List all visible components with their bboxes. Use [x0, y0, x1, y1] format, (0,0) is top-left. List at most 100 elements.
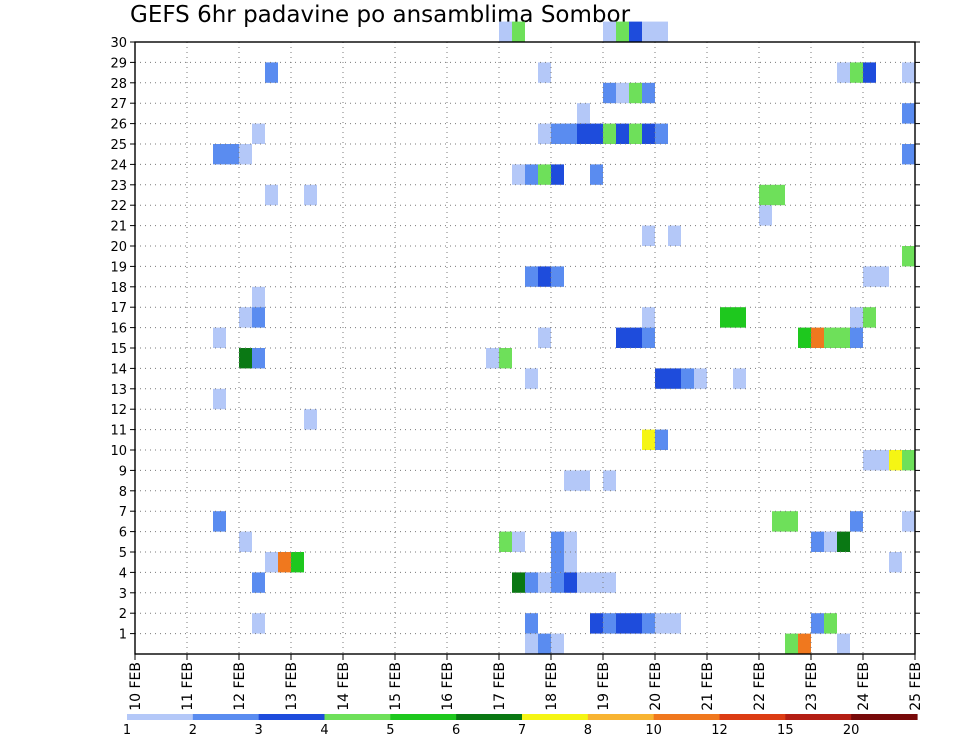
heatmap-cell — [213, 144, 226, 165]
colorbar-label: 6 — [452, 723, 460, 738]
y-tick-label: 15 — [110, 342, 127, 357]
heatmap-cell — [850, 62, 863, 83]
heatmap-cell — [889, 450, 902, 471]
heatmap-cell — [564, 572, 577, 593]
y-tick-label: 27 — [110, 97, 127, 112]
y-tick-label: 13 — [110, 383, 127, 398]
heatmap-cell — [668, 368, 681, 389]
heatmap-cell — [642, 82, 655, 104]
heatmap-cell — [551, 633, 564, 654]
heatmap-cell — [265, 62, 278, 83]
x-tick-label: 20 FEB — [648, 662, 664, 711]
heatmap-cell — [824, 613, 837, 634]
heatmap-cell — [642, 429, 655, 450]
heatmap-cell — [538, 123, 551, 144]
y-tick-label: 30 — [110, 36, 127, 51]
colorbar-label: 20 — [843, 723, 860, 738]
heatmap-cell — [603, 470, 616, 491]
heatmap-cell — [616, 613, 629, 634]
heatmap-cell — [577, 123, 590, 144]
heatmap-cell — [564, 531, 577, 552]
heatmap-cell — [590, 572, 603, 593]
heatmap-cell — [629, 123, 642, 144]
heatmap-cell — [226, 144, 239, 165]
heatmap-cell — [902, 246, 915, 267]
y-tick-label: 25 — [110, 138, 127, 153]
heatmap-cell — [603, 21, 616, 42]
heatmap-cell — [642, 21, 655, 42]
heatmap-cell — [577, 103, 590, 124]
heatmap-cell — [551, 531, 564, 552]
y-tick-label: 11 — [110, 424, 127, 439]
heatmap-cell — [525, 266, 538, 287]
heatmap-cell — [759, 184, 772, 206]
heatmap-cell — [265, 184, 278, 206]
heatmap-cell — [538, 572, 551, 593]
heatmap-cell — [629, 613, 642, 634]
heatmap-cell — [499, 531, 512, 552]
chart-title: GEFS 6hr padavine po ansamblima Sombor — [130, 2, 631, 28]
heatmap-cell — [239, 348, 252, 369]
heatmap-cell — [655, 613, 668, 634]
colorbar-swatch — [587, 714, 655, 720]
heatmap-cell — [850, 327, 863, 348]
heatmap-cell — [642, 123, 655, 144]
heatmap-cell — [863, 307, 876, 328]
heatmap-cell — [772, 511, 785, 532]
heatmap-cell — [850, 307, 863, 328]
heatmap-cell — [252, 348, 265, 369]
heatmap-cell — [291, 552, 304, 573]
heatmap-cell — [824, 531, 837, 552]
x-tick-label: 16 FEB — [440, 662, 456, 711]
heatmap-cell — [694, 368, 707, 389]
colorbar-swatch — [785, 714, 852, 720]
heatmap-cell — [512, 572, 525, 593]
colorbar-label: 7 — [518, 723, 526, 738]
heatmap-cell — [525, 572, 538, 593]
y-tick-label: 2 — [119, 607, 127, 622]
heatmap-cell — [811, 531, 824, 552]
heatmap-cell — [590, 613, 603, 634]
y-tick-label: 8 — [119, 485, 127, 500]
heatmap-cell — [863, 62, 876, 83]
colorbar-label: 3 — [255, 723, 263, 738]
y-tick-label: 10 — [110, 444, 127, 459]
heatmap-cell — [590, 164, 603, 185]
heatmap-cell — [564, 470, 577, 491]
heatmap-cell — [213, 327, 226, 348]
y-tick-label: 17 — [110, 301, 127, 316]
heatmap-cell — [668, 613, 681, 634]
heatmap-cell — [577, 470, 590, 491]
heatmap-cell — [512, 21, 525, 42]
heatmap-cell — [655, 123, 668, 144]
heatmap-cell — [252, 307, 265, 328]
heatmap-cell — [551, 266, 564, 287]
heatmap-cell — [616, 123, 629, 144]
heatmap-cell — [499, 348, 512, 369]
x-tick-label: 22 FEB — [752, 662, 768, 711]
heatmap-cell — [642, 307, 655, 328]
heatmap-cell — [538, 266, 551, 287]
y-tick-label: 24 — [110, 158, 127, 173]
y-tick-label: 19 — [110, 260, 127, 275]
colorbar-swatch — [324, 714, 391, 720]
heatmap-cell — [837, 633, 850, 654]
heatmap-cell — [564, 552, 577, 573]
heatmap-cell — [239, 307, 252, 328]
colorbar-swatch — [851, 714, 918, 720]
heatmap-cell — [603, 82, 616, 104]
heatmap-cell — [304, 409, 317, 430]
x-tick-label: 11 FEB — [180, 662, 196, 711]
heatmap-cell — [551, 123, 564, 144]
y-tick-label: 29 — [110, 56, 127, 71]
heatmap-cell — [902, 103, 915, 124]
colorbar-label: 4 — [320, 723, 328, 738]
heatmap-cell — [538, 164, 551, 185]
colorbar-swatch — [258, 714, 326, 720]
y-tick-label: 6 — [119, 526, 127, 541]
colorbar-swatch — [456, 714, 523, 720]
heatmap-cell — [213, 388, 226, 410]
colorbar-swatch — [390, 714, 457, 720]
heatmap-cell — [902, 144, 915, 165]
